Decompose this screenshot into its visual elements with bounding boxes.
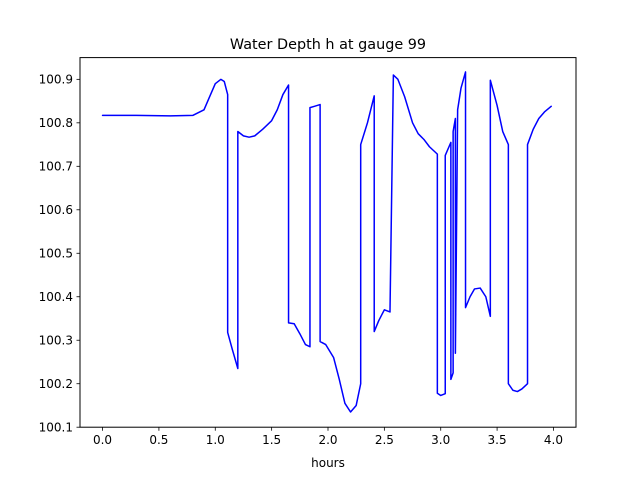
x-tick-label: 2.0 — [318, 433, 337, 447]
x-tick-label: 2.5 — [375, 433, 394, 447]
x-tick-label: 3.5 — [488, 433, 507, 447]
x-tick-label: 0.0 — [93, 433, 112, 447]
y-tick-label: 100.5 — [39, 247, 73, 261]
y-tick-label: 100.2 — [39, 377, 73, 391]
x-tick-label: 4.0 — [544, 433, 563, 447]
y-tick-label: 100.7 — [39, 160, 73, 174]
chart-title: Water Depth h at gauge 99 — [230, 37, 426, 53]
series-line-0 — [101, 71, 552, 413]
y-axis-ticks: 100.1 100.2 100.3 100.4 100.5 100.6 100.7 100.8… — [39, 73, 80, 435]
y-tick-label: 100.3 — [39, 334, 73, 348]
y-tick-label: 100.9 — [39, 73, 73, 87]
x-axis-label: hours — [311, 456, 345, 470]
x-tick-label: 1.0 — [206, 433, 225, 447]
y-tick-label: 100.8 — [39, 116, 73, 130]
y-tick-label: 100.6 — [39, 203, 73, 217]
y-tick-label: 100.1 — [39, 421, 73, 435]
x-axis-ticks: 0.0 0.5 1.0 1.5 2.0 2.5 3.0 3.5 4.0 — [93, 427, 563, 447]
series-layer — [101, 71, 552, 413]
y-tick-label: 100.4 — [39, 290, 73, 304]
x-tick-label: 3.0 — [431, 433, 450, 447]
x-tick-label: 0.5 — [149, 433, 168, 447]
x-tick-label: 1.5 — [262, 433, 281, 447]
